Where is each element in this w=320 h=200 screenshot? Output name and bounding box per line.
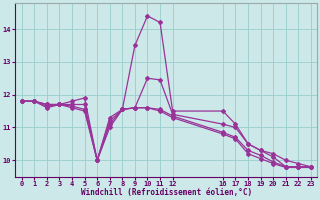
X-axis label: Windchill (Refroidissement éolien,°C): Windchill (Refroidissement éolien,°C) (81, 188, 252, 197)
